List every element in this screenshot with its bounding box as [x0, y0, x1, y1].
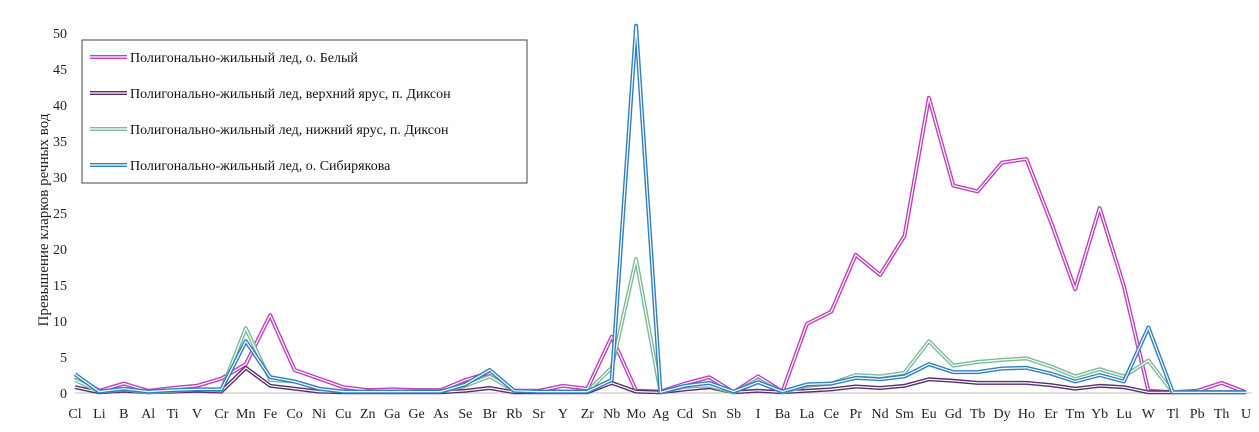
x-tick-label: Nd: [872, 407, 889, 422]
axes: 0 5 10 15 20 25 30 35 40 45 50 Cl Li B Al Ti V Cr Mn Fe Co Ni…: [53, 27, 1252, 422]
y-tick-label: 5: [60, 351, 67, 366]
x-tick-label: Ce: [823, 407, 839, 422]
y-tick-label: 0: [60, 387, 67, 402]
x-tick-label: Sb: [726, 407, 741, 422]
x-tick-label: Ni: [312, 407, 326, 422]
x-tick-label: Pb: [1190, 407, 1205, 422]
x-tick-label: Ag: [652, 407, 669, 422]
x-tick-label: I: [756, 407, 761, 422]
x-tick-label: Co: [286, 407, 302, 422]
x-tick-label: Se: [458, 407, 472, 422]
x-tick-label: Dy: [993, 407, 1010, 422]
x-tick-label: Yb: [1091, 407, 1108, 422]
x-tick-label: Lu: [1116, 407, 1132, 422]
legend-label: Полигонально-жильный лед, нижний ярус, п…: [130, 123, 449, 138]
x-tick-label: U: [1241, 407, 1251, 422]
x-tick-label: Sn: [702, 407, 717, 422]
x-tick-label: Ba: [775, 407, 791, 422]
y-tick-label: 30: [53, 171, 67, 186]
y-tick-label: 35: [53, 135, 67, 150]
x-tick-label: V: [192, 407, 202, 422]
x-tick-label: Mn: [236, 407, 255, 422]
x-tick-label: B: [119, 407, 128, 422]
x-tick-label: Rb: [506, 407, 522, 422]
y-tick-label: 15: [53, 279, 67, 294]
x-tick-label: Zn: [360, 407, 376, 422]
series-line-highlight: [74, 25, 1246, 393]
x-tick-label: Gd: [945, 407, 962, 422]
y-axis-label: Превышение кларков речных вод: [36, 113, 52, 326]
x-tick-label: As: [433, 407, 449, 422]
x-tick-label: Ga: [384, 407, 401, 422]
x-tick-label: Er: [1044, 407, 1058, 422]
x-tick-label: W: [1142, 407, 1156, 422]
x-tick-label: Ti: [167, 407, 179, 422]
x-tick-label: Sr: [532, 407, 545, 422]
x-tick-label: Tb: [970, 407, 986, 422]
legend-label: Полигонально-жильный лед, о. Белый: [130, 51, 358, 66]
x-tick-label: Y: [558, 407, 568, 422]
x-tick-label: Mo: [626, 407, 645, 422]
series-4: [73, 23, 1246, 395]
x-tick-label: La: [799, 407, 815, 422]
x-tick-label: Cu: [335, 407, 351, 422]
legend-box: [81, 39, 528, 184]
legend-item: Полигонально-жильный лед, о. Сибирякова: [90, 159, 391, 174]
legend-label: Полигонально-жильный лед, о. Сибирякова: [130, 159, 391, 174]
y-tick-label: 45: [53, 63, 67, 78]
legend-item: Полигонально-жильный лед, нижний ярус, п…: [90, 123, 449, 138]
x-tick-label: Th: [1214, 407, 1230, 422]
x-tick-label: Sm: [895, 407, 914, 422]
legend: Полигонально-жильный лед, о. Белый Полиго…: [81, 39, 528, 184]
x-tick-label: Tm: [1066, 407, 1086, 422]
y-tick-label: 20: [53, 243, 67, 258]
y-tick-label: 10: [53, 315, 67, 330]
legend-label: Полигонально-жильный лед, верхний ярус, …: [130, 87, 451, 102]
x-tick-label: Fe: [263, 407, 277, 422]
x-tick-label: Ho: [1018, 407, 1035, 422]
x-tick-label: Tl: [1167, 407, 1180, 422]
x-tick-label: Nb: [603, 407, 620, 422]
legend-item: Полигонально-жильный лед, о. Белый: [90, 51, 358, 66]
x-tick-label: Ge: [408, 407, 424, 422]
y-tick-label: 40: [53, 99, 67, 114]
x-tick-label: Eu: [921, 407, 937, 422]
x-tick-label: Li: [93, 407, 106, 422]
x-tick-label: Cl: [68, 407, 81, 422]
x-tick-label: Cd: [677, 407, 693, 422]
x-tick-label: Br: [483, 407, 497, 422]
y-tick-label: 50: [53, 27, 67, 42]
x-tick-label: Pr: [849, 407, 862, 422]
legend-item: Полигонально-жильный лед, верхний ярус, …: [90, 87, 451, 102]
y-tick-label: 25: [53, 207, 67, 222]
x-tick-label: Al: [141, 407, 155, 422]
x-tick-label: Cr: [214, 407, 228, 422]
x-tick-label: Zr: [581, 407, 595, 422]
series-layer: [73, 23, 1247, 395]
